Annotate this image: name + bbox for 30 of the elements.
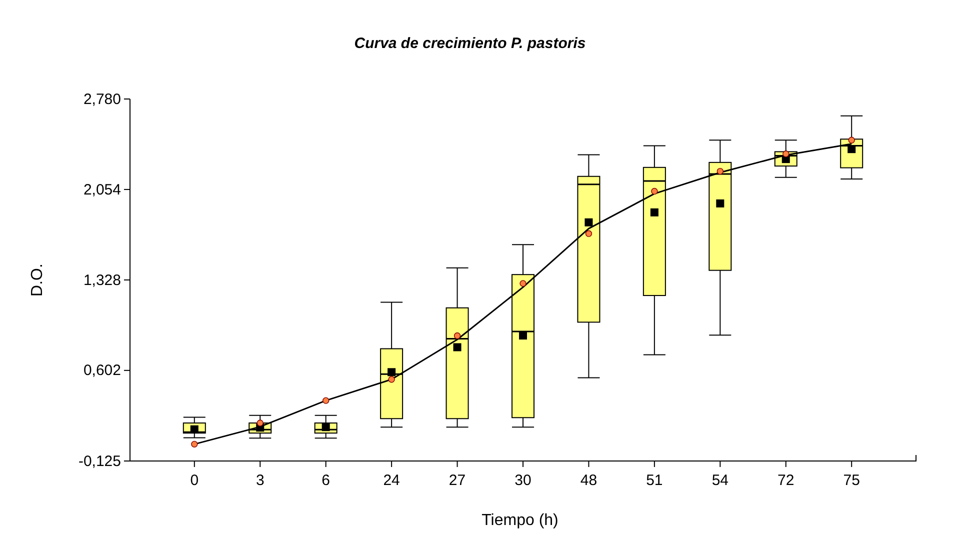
x-tick-label: 27 [448, 472, 466, 489]
point [651, 188, 658, 195]
point [191, 440, 198, 448]
x-tick-label: 24 [383, 472, 400, 489]
point [848, 136, 855, 144]
point [454, 332, 461, 340]
x-tick-label: 6 [322, 472, 330, 489]
point [716, 168, 724, 175]
point [256, 420, 264, 426]
x-tick-label: 3 [256, 472, 264, 489]
point [388, 376, 395, 383]
x-tick-label: 54 [712, 472, 728, 489]
x-tick-label: 72 [778, 472, 794, 489]
y-tick-label: 2,054 [83, 181, 121, 198]
y-tick-label: 1,328 [83, 272, 121, 289]
x-tick-label: 30 [514, 472, 532, 489]
point [520, 280, 526, 287]
point [322, 397, 330, 404]
point [585, 230, 592, 237]
x-tick-label: 75 [843, 472, 860, 489]
y-tick-label: 2,780 [83, 90, 121, 108]
x-axis-title: Tiempo (h) [482, 512, 558, 529]
y-tick-label: 0,602 [83, 362, 121, 380]
y-axis-title: D.O. [29, 264, 46, 296]
x-tick-label: 51 [646, 472, 663, 489]
chart-title: Curva de crecimiento P. pastoris [354, 35, 586, 52]
point [782, 150, 790, 158]
x-tick-label: 0 [190, 472, 199, 489]
x-tick-label: 48 [580, 472, 598, 489]
y-tick-label: -0,125 [78, 452, 121, 470]
